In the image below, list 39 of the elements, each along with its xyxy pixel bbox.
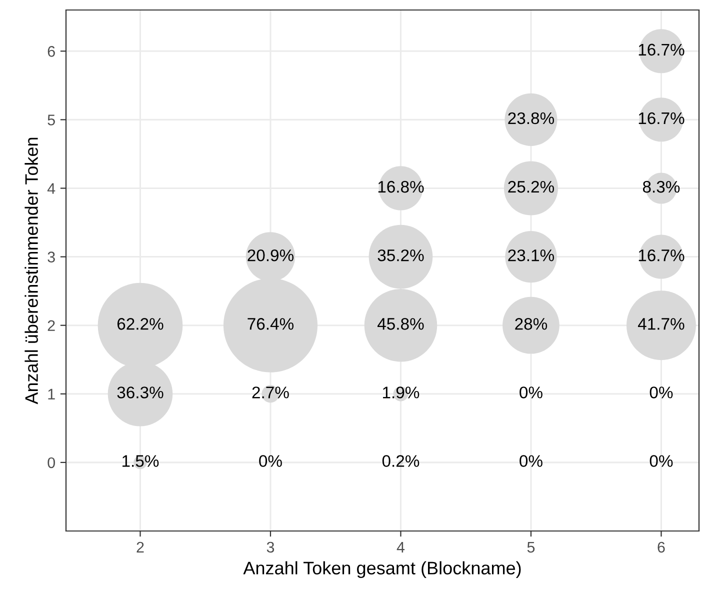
y-tick-label: 6: [48, 46, 55, 57]
y-tick-label: 1: [48, 388, 55, 400]
annotation: 41.7%: [638, 318, 684, 330]
annotation: 0%: [520, 455, 542, 467]
y-tick-label: 3: [48, 252, 55, 262]
annotation: 8.3%: [642, 180, 680, 193]
annotation: 0%: [650, 386, 673, 398]
x-tick-label: 3: [266, 542, 274, 553]
annotation: 2.7%: [252, 386, 289, 398]
annotation: 28%: [515, 318, 548, 330]
y-tick-label: 5: [48, 114, 55, 126]
y-tick-label: 4: [47, 183, 56, 194]
annotation: 45.8%: [377, 318, 424, 330]
annotation: 16.7%: [638, 44, 684, 56]
y-axis-title: Anzahl übereinstimmender Token: [24, 138, 38, 404]
x-tick-label: 2: [136, 542, 144, 552]
annotation: 16.8%: [378, 180, 424, 193]
annotation: 76.4%: [248, 318, 294, 330]
y-tick-label: 2: [48, 320, 55, 331]
annotation: 0%: [650, 455, 673, 467]
annotation: 36.3%: [117, 386, 164, 398]
annotation: 0%: [259, 455, 282, 467]
annotation: 62.2%: [117, 318, 164, 330]
annotation: 20.9%: [248, 249, 294, 262]
annotation: 16.7%: [638, 112, 684, 124]
x-axis-title: Anzahl Token gesamt (Blockname): [243, 561, 521, 578]
annotation: 35.2%: [378, 249, 424, 262]
annotation: 23.8%: [508, 112, 554, 124]
annotation: 25.2%: [508, 180, 554, 193]
x-tick-label: 6: [658, 542, 665, 553]
annotation: 23.1%: [508, 249, 554, 262]
annotation: 16.7%: [638, 249, 684, 262]
annotation: 0.2%: [382, 455, 420, 467]
x-tick-label: 4: [396, 542, 405, 552]
annotation: 1.9%: [383, 386, 420, 398]
x-tick-label: 5: [527, 542, 535, 553]
annotation: 1.5%: [122, 455, 159, 467]
y-tick-label: 0: [48, 457, 55, 468]
annotation: 0%: [520, 386, 542, 398]
